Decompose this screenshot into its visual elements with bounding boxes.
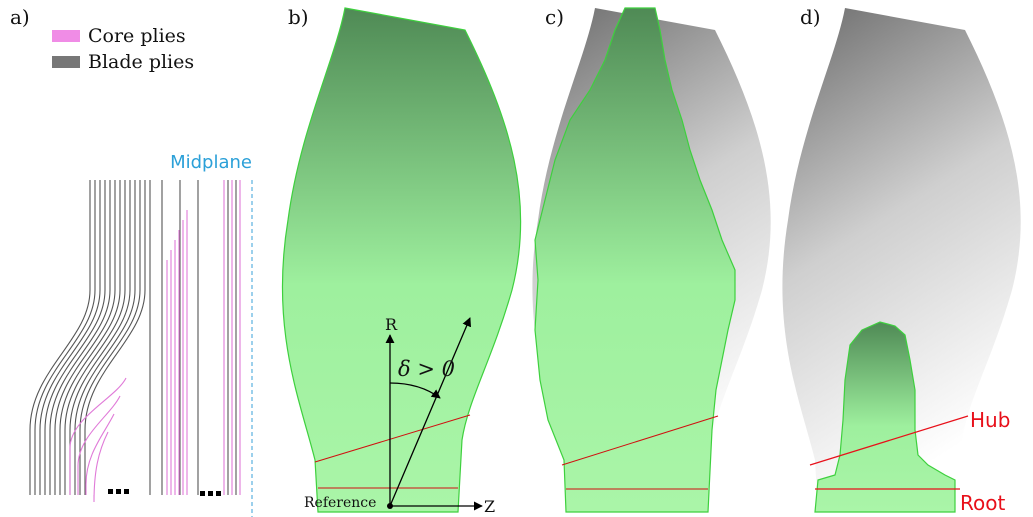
blade-ply — [49, 180, 111, 495]
core-ply — [69, 377, 127, 495]
core-ply — [85, 413, 115, 495]
axis-label: R — [385, 315, 398, 334]
axis-label: Z — [484, 497, 495, 516]
core-region — [534, 7, 736, 513]
blade-ply — [79, 180, 141, 495]
blade-shape — [782, 8, 1021, 512]
angle-arc — [389, 382, 441, 399]
blade-ply — [54, 180, 116, 495]
hub-line — [809, 415, 969, 466]
core-region — [814, 321, 956, 513]
blade-fill — [281, 7, 522, 513]
angle-arrow — [389, 317, 471, 507]
hub-line — [314, 414, 471, 463]
blade-ply — [44, 180, 106, 495]
legend-label: Blade plies — [88, 51, 194, 73]
blade-ply — [59, 180, 121, 495]
reference-point — [387, 503, 393, 509]
reference-label: Reference — [304, 495, 376, 511]
hub-label: Hub — [970, 408, 1010, 432]
panel-label: d) — [800, 5, 821, 29]
blade-ply — [39, 180, 101, 495]
panel-label: b) — [288, 5, 309, 29]
blade-ply — [34, 180, 96, 495]
legend-swatch — [52, 56, 80, 68]
panel-label: a) — [10, 5, 30, 29]
blade-ply — [29, 180, 91, 495]
blade-ply — [69, 180, 131, 495]
ellipsis — [108, 489, 221, 496]
core-ply — [93, 431, 109, 503]
legend-label: Core plies — [88, 25, 186, 47]
angle-label: δ > 0 — [398, 357, 455, 381]
root-label: Root — [960, 491, 1005, 515]
core-ply — [77, 395, 121, 495]
blade-ply — [74, 180, 136, 495]
blade-ply — [64, 180, 126, 495]
legend-swatch — [52, 30, 80, 42]
panel-label: c) — [545, 5, 564, 29]
hub-line — [561, 415, 719, 466]
ply-diagram — [29, 180, 241, 503]
midplane-label: Midplane — [170, 152, 252, 173]
